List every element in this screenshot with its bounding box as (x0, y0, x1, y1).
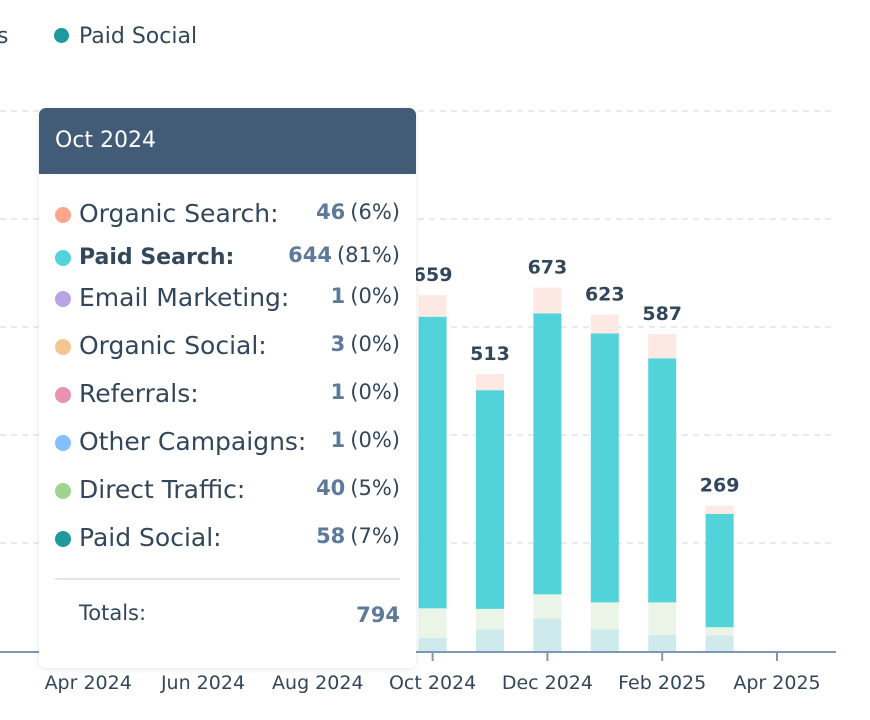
bar-segment (533, 618, 562, 651)
bar-segment (476, 373, 504, 391)
x-axis-tick-label: Apr 2024 (45, 672, 132, 694)
bar-total-label: 513 (470, 343, 510, 365)
tooltip-row-label: Organic Social: (79, 331, 267, 360)
bar-segment (533, 287, 562, 314)
tooltip-row-organic-search: Organic Search: 46 (6%) (39, 196, 416, 236)
organic-social-dot-icon (55, 339, 71, 355)
chart-tooltip: Oct 2024 Organic Search: 46 (6%) Paid Sea… (39, 108, 416, 668)
tooltip-row-value: 46 (316, 200, 346, 224)
tooltip-row-percent: (81%) (336, 243, 400, 267)
bar-segment (476, 390, 504, 609)
tooltip-row-percent: (7%) (350, 524, 400, 548)
bar-segment (648, 358, 677, 603)
x-axis-tick-label: Apr 2025 (733, 672, 820, 694)
tooltip-row-value: 40 (316, 476, 346, 500)
x-axis-tick-label: Aug 2024 (272, 672, 364, 694)
tooltip-row-label: Organic Search: (79, 199, 279, 228)
paid-social-dot-icon (54, 27, 69, 43)
tooltip-row-value: 1 (330, 380, 346, 404)
bar-segment (705, 635, 734, 651)
bar-total-label: 659 (413, 264, 453, 286)
other-campaigns-dot-icon (55, 435, 71, 451)
tooltip-row-paid-social: Paid Social: 58 (7%) (39, 520, 416, 560)
x-axis-tick-label: Dec 2024 (502, 672, 593, 694)
bar-segment (418, 316, 447, 609)
tooltip-row-label: Email Marketing: (79, 283, 290, 312)
bar-segment (648, 602, 677, 635)
bar-segment (533, 313, 562, 595)
legend-item-paid-social[interactable]: Paid Social (54, 24, 197, 49)
tooltip-totals-label: Totals: (79, 601, 147, 625)
bar-total-label: 623 (585, 284, 625, 306)
tooltip-row-label: Referrals: (79, 379, 199, 408)
legend-item-truncated[interactable]: s (0, 24, 9, 49)
tooltip-totals-value: 794 (356, 603, 400, 627)
tooltip-row-email-marketing: Email Marketing: 1 (0%) (39, 280, 416, 320)
bar-segment (418, 295, 447, 317)
bar-segment (705, 505, 734, 514)
tooltip-title: Oct 2024 (39, 108, 416, 174)
bar-segment (476, 608, 504, 630)
direct-traffic-dot-icon (55, 483, 71, 499)
bar-total-label: 587 (642, 303, 682, 325)
bar-segment (533, 594, 562, 619)
tooltip-row-percent: (0%) (350, 428, 400, 452)
x-axis-tick-label: Jun 2024 (160, 672, 245, 694)
bar-total-label: 673 (528, 257, 568, 279)
tooltip-row-value: 644 (288, 243, 332, 267)
bar-segment (590, 314, 619, 334)
tooltip-row-label: Other Campaigns: (79, 427, 307, 456)
tooltip-row-label: Paid Search: (79, 245, 235, 270)
tooltip-divider (55, 578, 400, 580)
bar-segment (590, 629, 619, 651)
bar-total-label: 269 (700, 475, 740, 497)
bar-segment (590, 333, 619, 603)
bar-segment (648, 334, 677, 359)
tooltip-row-percent: (6%) (350, 200, 400, 224)
bar-segment (418, 638, 447, 651)
x-axis-tick-label: Oct 2024 (389, 672, 476, 694)
tooltip-row-value: 3 (330, 332, 346, 356)
legend-label-paid-social: Paid Social (79, 24, 198, 49)
referrals-dot-icon (55, 387, 71, 403)
bar-segment (648, 634, 677, 651)
tooltip-row-percent: (0%) (350, 332, 400, 356)
x-axis-tick-label: Feb 2025 (618, 672, 706, 694)
email-marketing-dot-icon (55, 291, 71, 307)
tooltip-row-organic-social: Organic Social: 3 (0%) (39, 328, 416, 368)
tooltip-row-value: 1 (330, 428, 346, 452)
bar-segment (590, 602, 619, 630)
tooltip-row-label: Paid Social: (79, 523, 222, 552)
bar-segment (476, 629, 504, 651)
tooltip-row-percent: (0%) (350, 284, 400, 308)
tooltip-row-percent: (0%) (350, 380, 400, 404)
paid-search-dot-icon (55, 250, 71, 266)
organic-search-dot-icon (55, 207, 71, 223)
bar-segment (705, 627, 734, 636)
tooltip-row-other-campaigns: Other Campaigns: 1 (0%) (39, 424, 416, 464)
tooltip-row-value: 58 (316, 524, 346, 548)
paid-social-dot-icon (55, 531, 71, 547)
tooltip-row-direct-traffic: Direct Traffic: 40 (5%) (39, 472, 416, 512)
tooltip-row-value: 1 (330, 284, 346, 308)
tooltip-row-percent: (5%) (350, 476, 400, 500)
bar-segment (705, 513, 734, 628)
tooltip-row-referrals: Referrals: 1 (0%) (39, 376, 416, 416)
bar-segment (418, 608, 447, 639)
tooltip-row-label: Direct Traffic: (79, 475, 246, 504)
tooltip-row-paid-search: Paid Search: 644 (81%) (39, 239, 416, 279)
